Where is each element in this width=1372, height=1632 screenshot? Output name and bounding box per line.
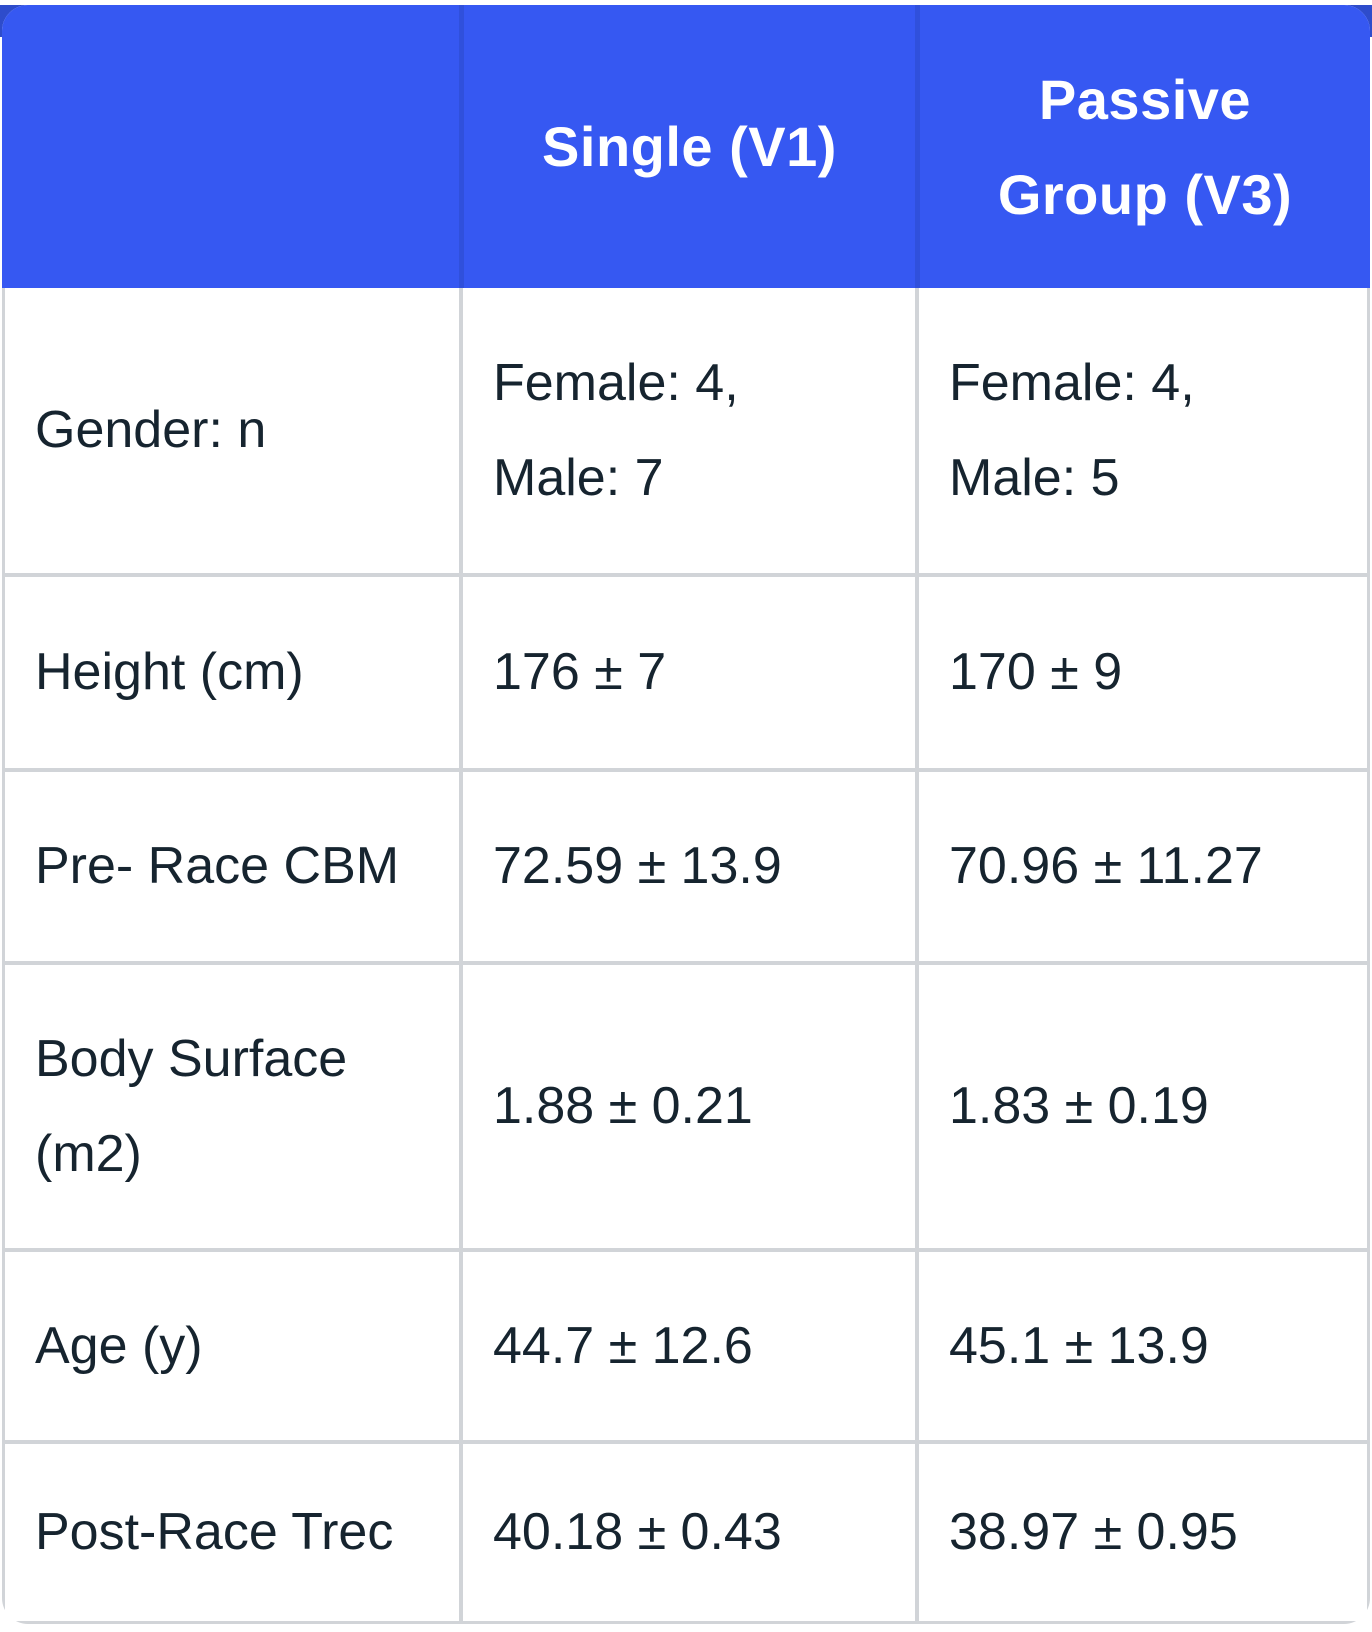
cell-value: 1.88 ± 0.21: [459, 965, 915, 1248]
table-header-row: Single (V1) Passive Group (V3): [2, 5, 1370, 288]
row-label: Body Surface (m2): [35, 1029, 348, 1183]
cell-value: Female: 4, Male: 5: [915, 288, 1367, 573]
column-header-single-v1: Single (V1): [459, 5, 915, 288]
demographics-table: Single (V1) Passive Group (V3) Gender: n…: [2, 5, 1370, 1624]
cell-value: 70.96 ± 11.27: [915, 772, 1367, 961]
column-header-empty: [2, 5, 459, 288]
table-body: Gender: n Female: 4, Male: 7 Female: 4, …: [2, 288, 1370, 1624]
row-label: Gender: n: [35, 401, 267, 459]
page: Single (V1) Passive Group (V3) Gender: n…: [0, 5, 1372, 1632]
table-row-age: Age (y) 44.7 ± 12.6 45.1 ± 13.9: [5, 1248, 1367, 1440]
column-header-passive-group-v3: Passive Group (V3): [915, 5, 1370, 288]
row-label: Age (y): [35, 1316, 203, 1375]
table-row-gender: Gender: n Female: 4, Male: 7 Female: 4, …: [5, 288, 1367, 573]
row-label: Post-Race Trec: [35, 1503, 394, 1561]
cell-value: 170 ± 9: [915, 577, 1367, 768]
table-row-pre-race-cbm: Pre- Race CBM 72.59 ± 13.9 70.96 ± 11.27: [5, 768, 1367, 961]
cell-value: 72.59 ± 13.9: [459, 772, 915, 961]
table-row-post-race-trec: Post-Race Trec 40.18 ± 0.43 38.97 ± 0.95: [5, 1440, 1367, 1621]
row-label: Pre- Race CBM: [35, 837, 400, 895]
cell-value: 40.18 ± 0.43: [459, 1444, 915, 1621]
cell-value: 38.97 ± 0.95: [915, 1444, 1367, 1621]
cell-value: 44.7 ± 12.6: [459, 1252, 915, 1440]
row-label: Height (cm): [35, 643, 304, 701]
cell-value: 1.83 ± 0.19: [915, 965, 1367, 1248]
cell-value: Female: 4, Male: 7: [459, 288, 915, 573]
cell-value: 176 ± 7: [459, 577, 915, 768]
table-row-height: Height (cm) 176 ± 7 170 ± 9: [5, 573, 1367, 768]
table-row-body-surface: Body Surface (m2) 1.88 ± 0.21 1.83 ± 0.1…: [5, 961, 1367, 1248]
cell-value: 45.1 ± 13.9: [915, 1252, 1367, 1440]
